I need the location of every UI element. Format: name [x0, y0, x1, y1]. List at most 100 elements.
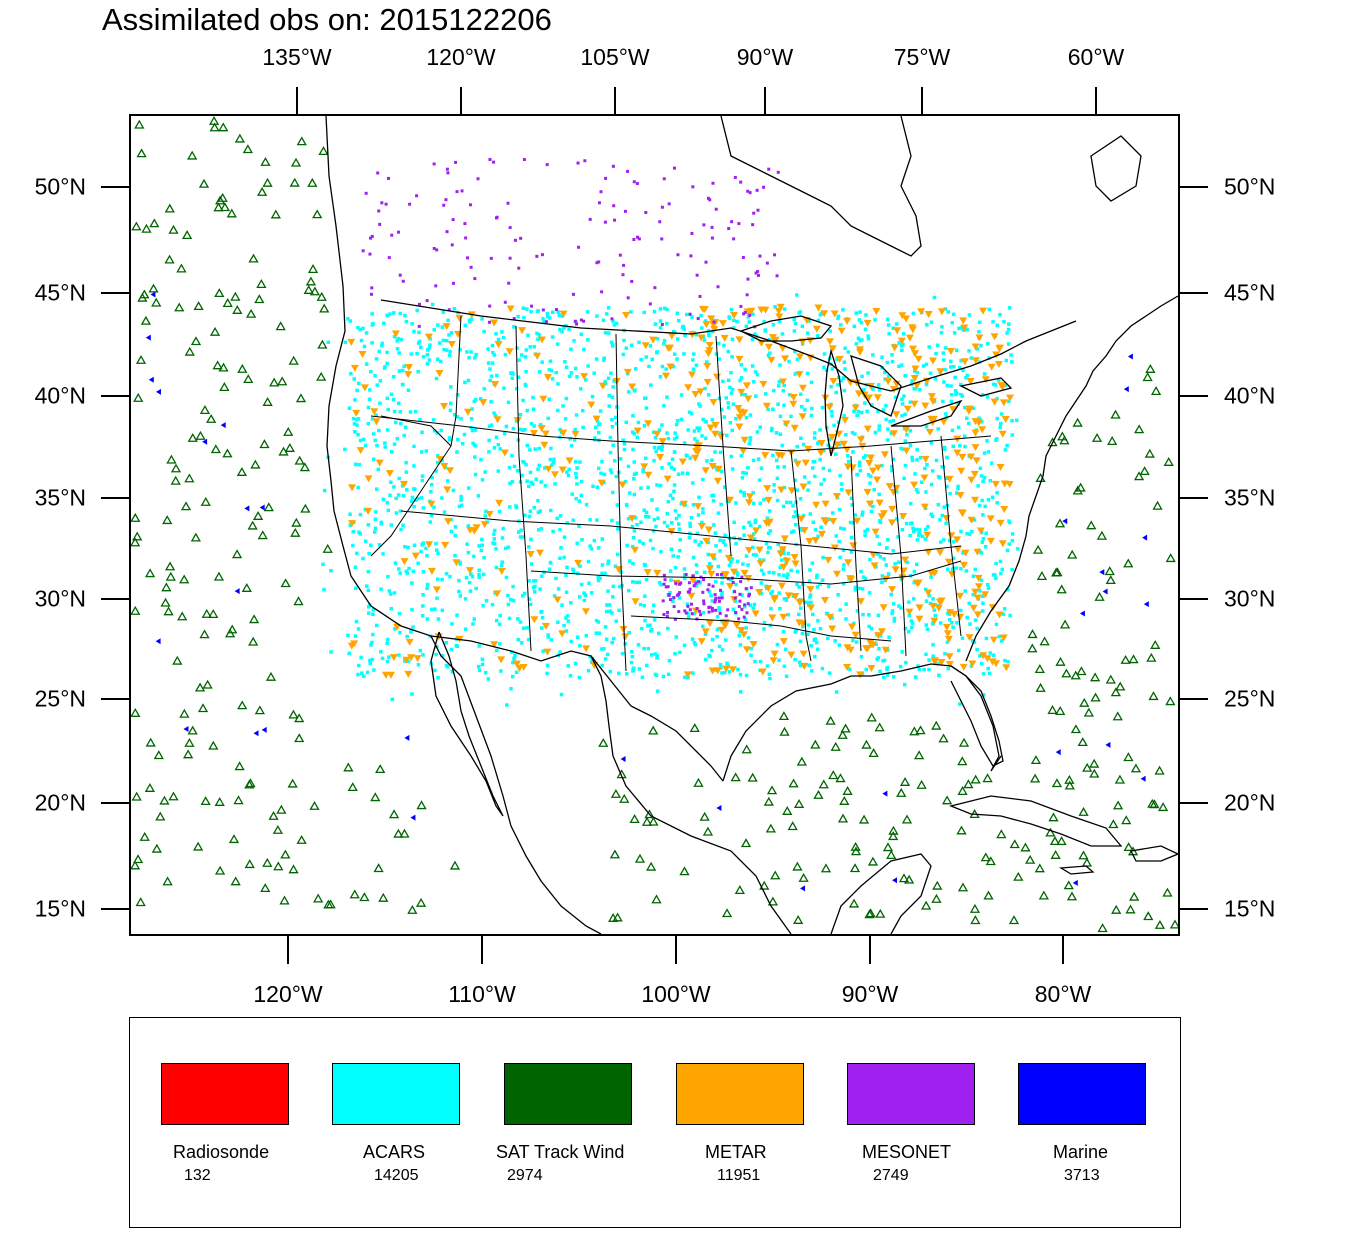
obs-marker	[404, 371, 413, 379]
obs-marker	[501, 526, 505, 531]
obs-marker	[697, 543, 701, 547]
obs-marker	[637, 667, 642, 671]
obs-marker	[533, 578, 538, 583]
obs-marker	[766, 550, 770, 555]
obs-marker	[875, 908, 886, 918]
obs-marker	[603, 220, 607, 224]
obs-marker	[744, 587, 748, 591]
obs-marker	[1108, 819, 1119, 829]
obs-marker	[864, 394, 873, 402]
obs-marker	[837, 507, 842, 512]
obs-marker	[901, 556, 910, 564]
legend-count: 3713	[1064, 1167, 1100, 1184]
obs-marker	[506, 305, 515, 313]
obs-marker	[670, 457, 675, 461]
obs-marker	[506, 400, 511, 405]
obs-marker	[380, 343, 384, 348]
obs-marker	[975, 334, 984, 342]
obs-marker	[680, 471, 685, 475]
obs-marker	[863, 454, 868, 458]
obs-marker	[528, 509, 533, 513]
obs-marker	[809, 644, 813, 648]
obs-marker	[381, 552, 385, 556]
obs-marker	[992, 351, 1001, 359]
obs-marker	[866, 712, 877, 722]
obs-marker	[678, 458, 687, 466]
obs-marker	[1025, 854, 1036, 864]
obs-marker	[463, 627, 468, 631]
obs-marker	[973, 567, 978, 572]
obs-marker	[858, 338, 862, 343]
obs-marker	[647, 515, 651, 519]
obs-marker	[608, 669, 613, 674]
obs-marker	[759, 466, 764, 470]
obs-marker	[508, 256, 512, 260]
obs-marker	[348, 512, 352, 516]
obs-marker	[751, 532, 756, 536]
obs-marker	[643, 456, 648, 461]
obs-marker	[710, 418, 715, 422]
obs-marker	[997, 634, 1002, 639]
obs-marker	[131, 221, 142, 231]
bottom-lon-label: 120°W	[253, 981, 323, 1007]
obs-marker	[941, 351, 946, 355]
obs-marker	[604, 609, 609, 614]
obs-marker	[484, 509, 488, 514]
obs-marker	[637, 580, 642, 585]
obs-marker	[296, 136, 307, 146]
obs-marker	[614, 619, 618, 623]
obs-marker	[848, 520, 853, 525]
obs-marker	[131, 707, 141, 717]
obs-marker	[711, 421, 720, 429]
obs-marker	[994, 360, 1003, 368]
obs-marker	[903, 626, 908, 631]
obs-marker	[511, 598, 516, 603]
obs-marker	[759, 581, 764, 585]
obs-marker	[734, 405, 743, 413]
obs-marker	[610, 424, 615, 429]
obs-marker	[1010, 433, 1015, 437]
obs-marker	[556, 382, 560, 386]
obs-marker	[878, 555, 883, 559]
obs-marker	[436, 357, 440, 361]
obs-marker	[720, 581, 724, 585]
obs-marker	[891, 418, 896, 423]
obs-marker	[371, 432, 376, 436]
obs-marker	[769, 428, 774, 433]
obs-marker	[745, 611, 749, 615]
obs-marker	[391, 330, 400, 338]
obs-marker	[690, 231, 694, 235]
obs-marker	[776, 465, 780, 469]
obs-marker	[987, 363, 996, 371]
obs-marker	[499, 669, 503, 673]
obs-marker	[979, 661, 984, 666]
obs-marker	[755, 589, 764, 597]
obs-marker	[600, 459, 604, 464]
obs-marker	[984, 531, 988, 536]
obs-marker	[168, 791, 179, 801]
obs-marker	[498, 642, 502, 646]
obs-marker	[615, 521, 620, 525]
obs-marker	[1034, 664, 1045, 673]
obs-marker	[667, 462, 671, 466]
obs-marker	[1089, 768, 1100, 778]
obs-marker	[737, 633, 741, 638]
obs-marker	[751, 610, 760, 618]
obs-marker	[863, 319, 872, 327]
lake-superior	[739, 315, 833, 342]
obs-marker	[317, 339, 328, 349]
obs-marker	[803, 600, 807, 605]
legend-label: Radiosonde	[173, 1142, 270, 1162]
obs-marker	[373, 438, 378, 443]
obs-marker	[497, 567, 506, 575]
obs-marker	[1010, 419, 1014, 423]
obs-marker	[903, 439, 908, 443]
obs-marker	[688, 576, 697, 584]
obs-marker	[410, 692, 414, 696]
obs-marker	[812, 460, 817, 464]
obs-marker	[709, 398, 718, 406]
obs-marker	[244, 779, 255, 789]
obs-marker	[835, 357, 839, 361]
obs-marker	[393, 627, 397, 631]
obs-marker	[492, 353, 497, 357]
